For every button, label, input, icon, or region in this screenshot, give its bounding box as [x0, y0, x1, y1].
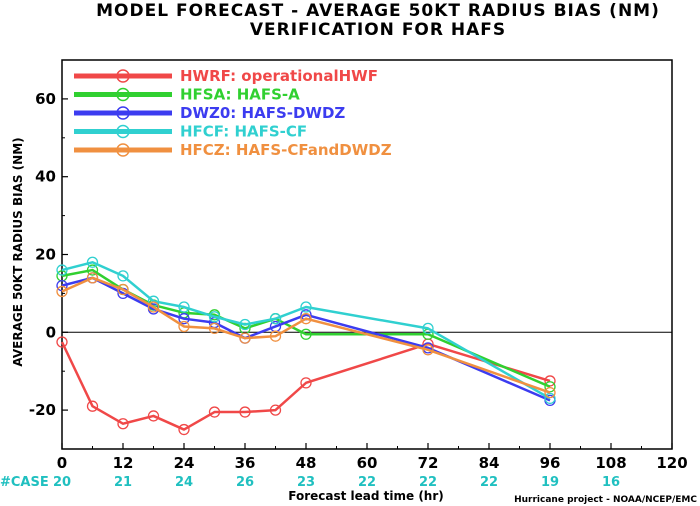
legend-entry: HFSA: HAFS-A [74, 86, 300, 104]
data-point [56, 264, 68, 276]
y-tick-label: 0 [46, 323, 56, 341]
x-tick-label: 24 [174, 454, 195, 472]
data-point [178, 313, 190, 325]
x-tick-label: 36 [235, 454, 256, 472]
data-point [117, 418, 129, 430]
series-line [61, 268, 551, 388]
data-point [147, 301, 160, 313]
data-point [86, 272, 99, 284]
x-tick-label: 0 [57, 454, 67, 472]
data-point [300, 328, 312, 340]
data-point [56, 336, 68, 348]
case-count: 16 [602, 475, 620, 490]
case-label: #CASE [0, 475, 49, 490]
data-point [544, 386, 556, 399]
x-axis-ticks: 0 12 24 36 48 60 72 84 96 108 120 [57, 443, 688, 472]
y-tick-label: 40 [35, 168, 56, 186]
case-count: 21 [114, 475, 132, 490]
data-point [422, 344, 434, 356]
x-tick-label: 96 [540, 454, 561, 472]
series-line [60, 341, 551, 431]
x-tick-label: 108 [595, 454, 626, 472]
legend-label: HFCZ: HAFS-CFandDWDZ [180, 141, 392, 159]
series-line [61, 276, 551, 402]
legend-marker [116, 69, 130, 83]
case-count: 19 [541, 475, 559, 490]
data-point [208, 406, 221, 418]
case-count: 26 [236, 475, 254, 490]
series-0 [56, 336, 556, 436]
data-point [178, 301, 190, 313]
plot-area-border [61, 59, 673, 450]
x-tick-label: 12 [113, 454, 134, 472]
credit-text: Hurricane project - NOAA/NCEP/EMC [514, 495, 697, 505]
data-point [422, 322, 434, 335]
y-axis-ticks: -20 0 20 40 60 [29, 59, 68, 450]
chart-subtitle: VERIFICATION FOR HAFS [250, 20, 506, 40]
legend-marker [116, 124, 130, 139]
legend-marker [116, 143, 130, 157]
data-point [208, 322, 221, 335]
legend-entry: HFCF: HAFS-CF [74, 123, 307, 141]
legend-label: HWRF: operationalHWF [180, 67, 378, 85]
case-count: 22 [358, 475, 376, 490]
case-count: 20 [53, 475, 71, 490]
data-point [544, 392, 556, 405]
chart-title: MODEL FORECAST - AVERAGE 50KT RADIUS BIA… [96, 1, 660, 21]
series-group [56, 256, 556, 436]
data-point [117, 270, 129, 282]
series-line [61, 276, 551, 394]
data-point [300, 377, 312, 389]
legend-label: HFSA: HAFS-A [180, 86, 300, 104]
case-count: 24 [175, 475, 193, 490]
legend-entry: DWZ0: HAFS-DWDZ [74, 104, 345, 122]
data-point [117, 283, 129, 296]
data-point [300, 313, 312, 325]
case-count: 22 [480, 475, 498, 490]
x-tick-label: 60 [357, 454, 378, 472]
x-tick-label: 84 [479, 454, 500, 472]
x-tick-label: 120 [656, 454, 687, 472]
series-line [61, 261, 551, 400]
data-point [269, 330, 282, 342]
data-point [147, 410, 160, 422]
case-counts: 20 21 24 26 23 22 22 22 19 16 [53, 475, 620, 490]
legend-label: HFCF: HAFS-CF [180, 123, 307, 141]
y-tick-label: 20 [35, 246, 56, 264]
y-axis-label: AVERAGE 50KT RADIUS BIAS (NM) [11, 137, 25, 366]
data-point [239, 318, 251, 331]
data-point [239, 332, 251, 344]
data-point [86, 400, 99, 412]
data-point [300, 301, 312, 313]
data-point [86, 256, 99, 268]
legend-entry: HFCZ: HAFS-CFandDWDZ [74, 141, 392, 159]
data-point [239, 406, 251, 418]
data-point [86, 264, 99, 276]
data-point [208, 311, 221, 323]
legend-entry: HWRF: operationalHWF [74, 67, 378, 85]
data-point [178, 320, 190, 333]
x-tick-label: 72 [418, 454, 439, 472]
series-4 [56, 272, 556, 399]
data-point [269, 313, 282, 325]
x-tick-label: 48 [296, 454, 317, 472]
x-axis-label: Forecast lead time (hr) [288, 489, 444, 503]
y-tick-label: 60 [35, 90, 56, 108]
data-point [269, 404, 282, 416]
data-point [178, 423, 190, 436]
legend-label: DWZ0: HAFS-DWDZ [180, 104, 345, 122]
series-3 [56, 256, 556, 405]
plot-frame [61, 59, 673, 450]
legend-marker [116, 106, 130, 120]
data-point [56, 285, 68, 298]
legend-marker [116, 87, 130, 102]
y-tick-label: -20 [29, 401, 56, 419]
case-count: 23 [297, 475, 315, 490]
case-count: 22 [419, 475, 437, 490]
